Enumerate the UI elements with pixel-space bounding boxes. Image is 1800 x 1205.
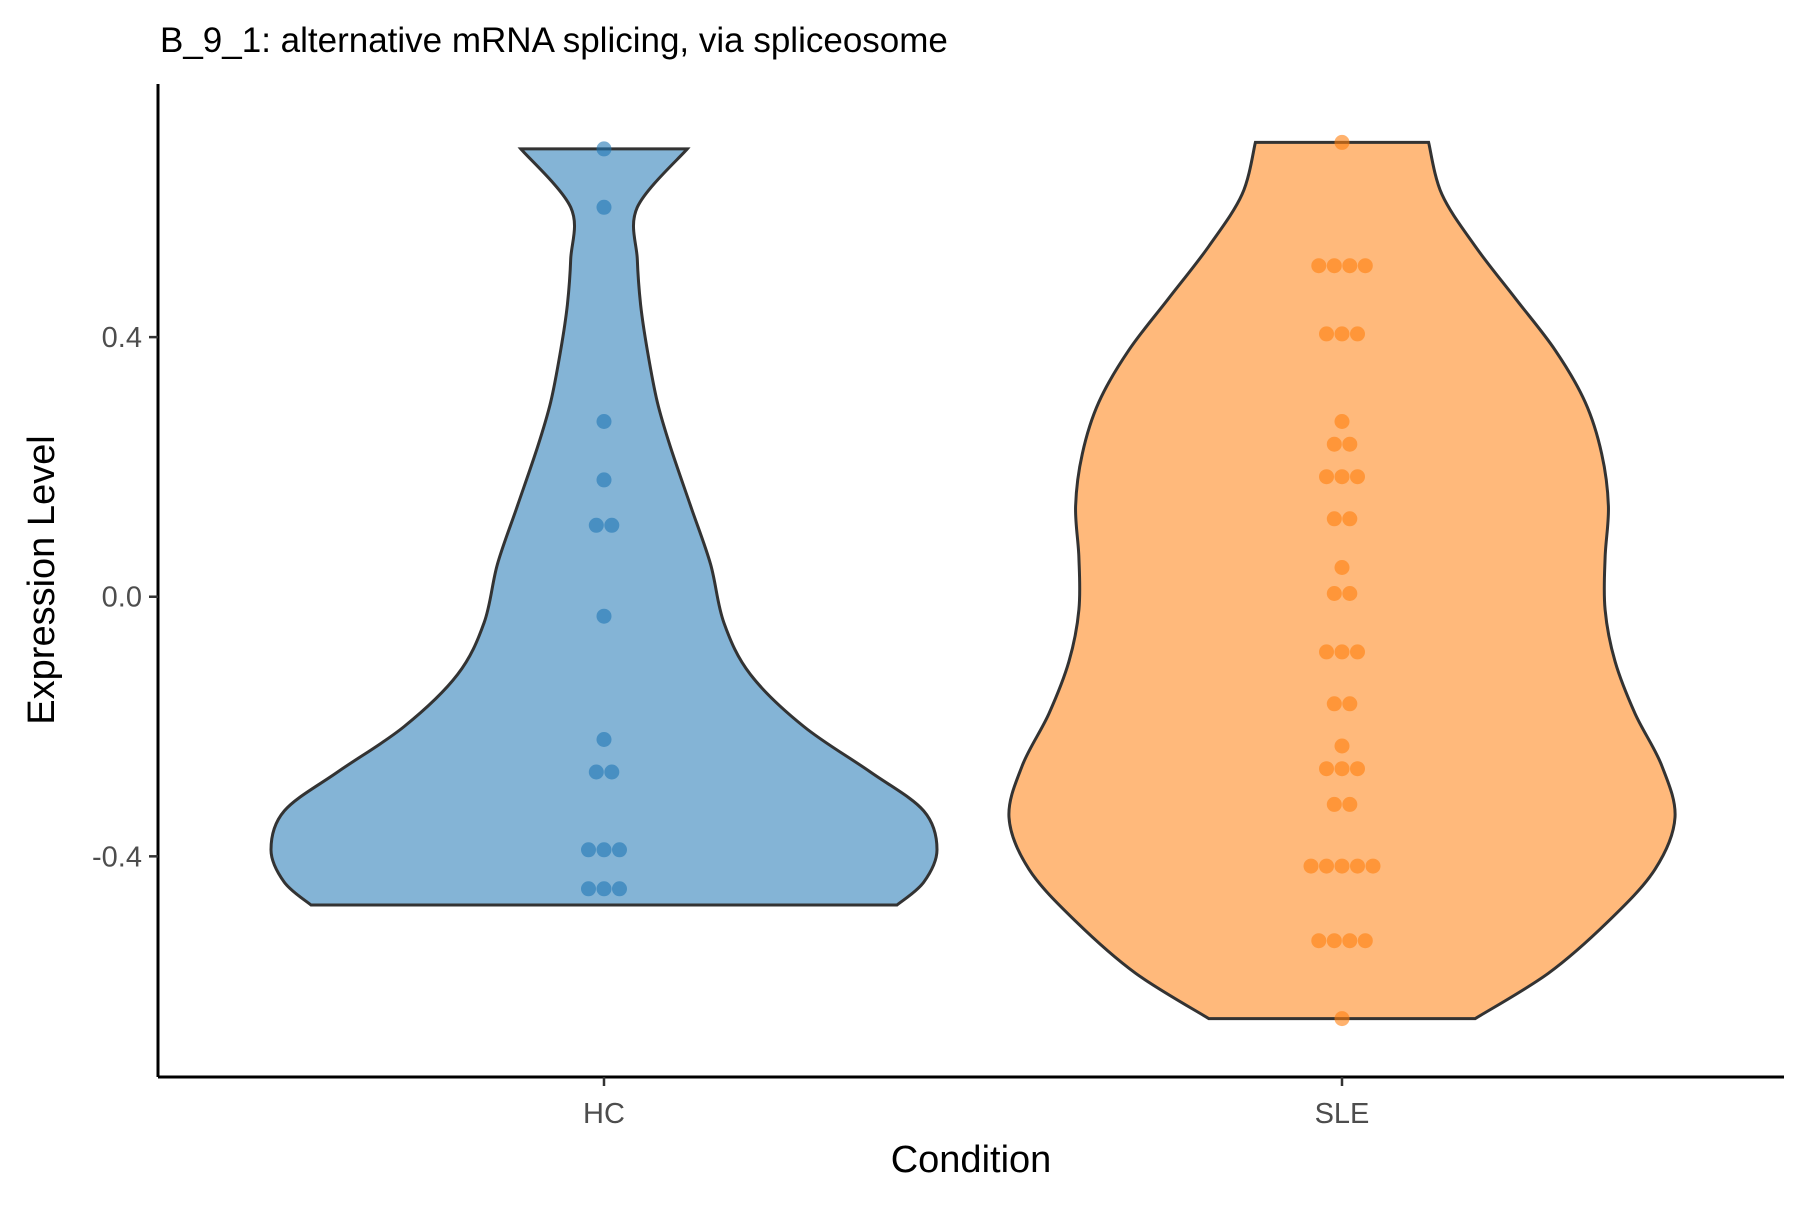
data-point-sle	[1334, 326, 1350, 342]
data-point-hc	[596, 472, 612, 488]
data-point-sle	[1342, 796, 1358, 812]
data-point-sle	[1350, 858, 1365, 874]
data-point-sle	[1326, 436, 1342, 452]
data-point-sle	[1326, 696, 1342, 712]
x-axis-title: Condition	[891, 1139, 1052, 1181]
data-point-hc	[581, 842, 596, 858]
data-point-sle	[1342, 511, 1358, 527]
data-point-sle	[1350, 644, 1365, 660]
data-point-sle	[1303, 858, 1319, 874]
data-point-sle	[1319, 469, 1334, 485]
chart-title: B_9_1: alternative mRNA splicing, via sp…	[160, 21, 948, 60]
data-point-hc	[596, 141, 612, 157]
data-point-sle	[1334, 644, 1350, 660]
violin-sle	[1007, 140, 1677, 1021]
data-point-hc	[596, 732, 612, 747]
data-point-sle	[1334, 469, 1350, 485]
y-axis-ticks: -0.4 0.0 0.4	[92, 322, 158, 873]
data-point-sle	[1326, 586, 1342, 601]
data-point-sle	[1350, 469, 1365, 485]
data-point-hc	[612, 842, 627, 858]
data-point-hc	[604, 517, 620, 533]
data-point-sle	[1334, 858, 1350, 874]
data-point-sle	[1334, 414, 1350, 429]
data-point-sle	[1326, 511, 1342, 527]
data-point-sle	[1365, 858, 1381, 874]
data-point-hc	[596, 608, 612, 624]
x-axis-ticks: HC SLE	[583, 1077, 1369, 1130]
data-point-sle	[1334, 761, 1350, 777]
data-point-sle	[1357, 258, 1373, 274]
data-point-sle	[1350, 761, 1365, 777]
data-point-sle	[1342, 586, 1358, 601]
data-point-sle	[1334, 560, 1350, 575]
data-point-sle	[1334, 134, 1350, 150]
data-point-sle	[1334, 738, 1350, 754]
data-point-hc	[596, 199, 612, 215]
data-point-hc	[596, 842, 612, 858]
data-point-sle	[1334, 1011, 1350, 1027]
data-point-sle	[1319, 326, 1334, 342]
y-tick-label: 0.4	[102, 322, 142, 354]
data-point-sle	[1319, 644, 1334, 660]
data-point-hc	[596, 414, 612, 429]
y-tick-label: 0.0	[102, 582, 142, 614]
data-point-sle	[1342, 436, 1358, 452]
data-point-hc	[588, 517, 604, 533]
data-point-sle	[1357, 933, 1373, 949]
y-axis-title: Expression Level	[21, 435, 63, 724]
data-point-sle	[1311, 258, 1327, 274]
data-point-sle	[1342, 933, 1358, 949]
data-point-hc	[581, 881, 596, 897]
data-point-hc	[604, 764, 620, 780]
x-tick-label-sle: SLE	[1315, 1098, 1370, 1130]
data-point-hc	[588, 764, 604, 780]
x-tick-label-hc: HC	[583, 1098, 625, 1130]
data-point-sle	[1326, 933, 1342, 949]
violins-layer	[269, 140, 1677, 1021]
points-layer	[581, 134, 1381, 1027]
data-point-sle	[1342, 696, 1358, 712]
data-point-sle	[1350, 326, 1365, 342]
violin-hc	[269, 147, 939, 907]
data-point-sle	[1319, 761, 1334, 777]
data-point-hc	[596, 881, 612, 897]
data-point-sle	[1319, 858, 1334, 874]
y-tick-label: -0.4	[92, 841, 142, 873]
data-point-sle	[1326, 796, 1342, 812]
data-point-hc	[612, 881, 627, 897]
data-point-sle	[1311, 933, 1327, 949]
data-point-sle	[1342, 258, 1358, 274]
data-point-sle	[1326, 258, 1342, 274]
